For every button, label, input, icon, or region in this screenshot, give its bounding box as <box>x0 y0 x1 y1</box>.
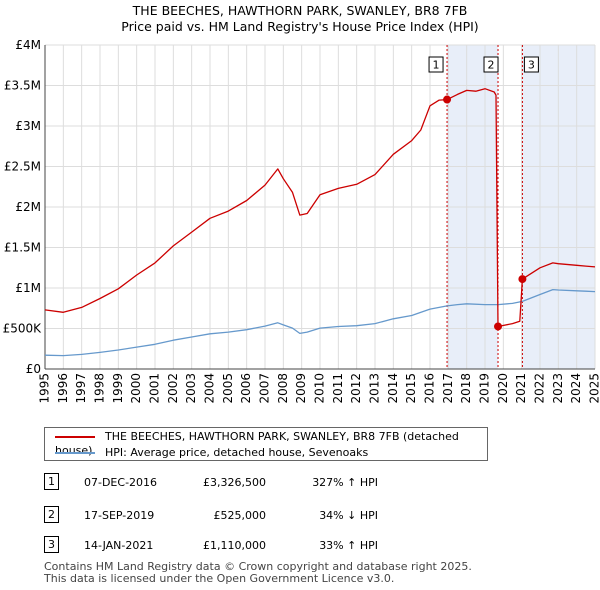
x-tick-label: 2025 <box>588 373 600 404</box>
transaction-label-box <box>428 56 444 73</box>
x-tick-label: 2010 <box>313 373 327 404</box>
transaction-label-box <box>483 56 499 73</box>
x-tick-label: 2018 <box>459 373 473 404</box>
price-chart: £0 £500K £1M £1.5M £2M £2.5M £3M £3.5M £4M 1995 19… <box>3 38 600 404</box>
x-tick-label: 2007 <box>258 373 272 404</box>
property-line <box>44 88 596 328</box>
footer-copyright: Contains HM Land Registry data © Crown c… <box>44 560 472 573</box>
transaction-price: £1,110,000 <box>203 539 266 552</box>
x-tick-label: 2004 <box>203 373 217 404</box>
x-tick-label: 2024 <box>569 373 583 404</box>
y-tick-label: £500K <box>3 322 43 336</box>
transaction-label: 1 <box>433 59 440 72</box>
x-tick-label: 2011 <box>331 373 345 404</box>
transaction-number: 1 <box>44 473 59 490</box>
x-tick-label: 1998 <box>93 373 107 404</box>
y-tick-label: £2.5M <box>4 160 41 174</box>
x-tick-label: 2009 <box>294 373 308 404</box>
x-tick-label: 2008 <box>276 373 290 404</box>
legend-line-hpi <box>55 452 95 454</box>
x-tick-label: 2013 <box>368 373 382 404</box>
x-tick-label: 2002 <box>166 373 180 404</box>
transaction-date: 17-SEP-2019 <box>84 509 155 522</box>
transaction-label-box <box>523 56 539 73</box>
legend: THE BEECHES, HAWTHORN PARK, SWANLEY, BR8… <box>44 427 488 461</box>
chart-subtitle: Price paid vs. HM Land Registry's House … <box>121 19 479 34</box>
transaction-number: 3 <box>44 536 59 553</box>
chart-title: THE BEECHES, HAWTHORN PARK, SWANLEY, BR8… <box>132 3 468 18</box>
x-tick-label: 2015 <box>404 373 418 404</box>
x-tick-label: 1996 <box>56 373 70 404</box>
legend-line-property <box>55 436 95 438</box>
x-tick-label: 2017 <box>441 373 455 404</box>
y-tick-label: £1M <box>15 281 41 295</box>
y-tick-label: £0 <box>26 362 41 376</box>
footer-licence: This data is licensed under the Open Gov… <box>44 572 395 585</box>
transaction-label: 3 <box>528 59 535 72</box>
x-tick-label: 2023 <box>551 373 565 404</box>
transaction-point <box>443 95 452 104</box>
x-tick-label: 1997 <box>74 373 88 404</box>
y-tick-label: £1.5M <box>4 241 41 255</box>
transaction-hpi: 33% ↑ HPI <box>319 539 378 552</box>
footer: Contains HM Land Registry data © Crown c… <box>44 561 472 585</box>
x-tick-label: 2021 <box>514 373 528 404</box>
transaction-price: £3,326,500 <box>203 476 266 489</box>
x-tick-label: 2006 <box>239 373 253 404</box>
transaction-label: 2 <box>488 59 495 72</box>
transaction-date: 14-JAN-2021 <box>84 539 154 552</box>
y-tick-label: £2M <box>15 200 41 214</box>
x-tick-label: 2014 <box>386 373 400 404</box>
transaction-hpi: 34% ↓ HPI <box>319 509 378 522</box>
x-tick-label: 2019 <box>478 373 492 404</box>
transaction-price: £525,000 <box>213 509 267 522</box>
y-tick-label: £3M <box>15 119 41 133</box>
x-tick-label: 2012 <box>349 373 363 404</box>
x-tick-label: 2016 <box>423 373 437 404</box>
x-tick-label: 2020 <box>496 373 510 404</box>
transaction-date: 07-DEC-2016 <box>84 476 158 489</box>
legend-item-hpi: HPI: Average price, detached house, Seve… <box>55 446 368 460</box>
x-tick-label: 2003 <box>184 373 198 404</box>
transaction-point <box>494 322 503 331</box>
x-tick-label: 1999 <box>111 373 125 404</box>
x-tick-label: 2000 <box>129 373 143 404</box>
x-tick-label: 1995 <box>38 373 52 404</box>
transaction-number: 2 <box>44 506 59 523</box>
x-tick-label: 2005 <box>221 373 235 404</box>
legend-label-hpi: HPI: Average price, detached house, Seve… <box>105 446 369 459</box>
transaction-point <box>518 275 527 284</box>
x-tick-label: 2001 <box>148 373 162 404</box>
transaction-hpi: 327% ↑ HPI <box>312 476 378 489</box>
y-tick-label: £3.5M <box>4 79 41 93</box>
x-tick-label: 2022 <box>533 373 547 404</box>
y-tick-label: £4M <box>15 38 41 52</box>
